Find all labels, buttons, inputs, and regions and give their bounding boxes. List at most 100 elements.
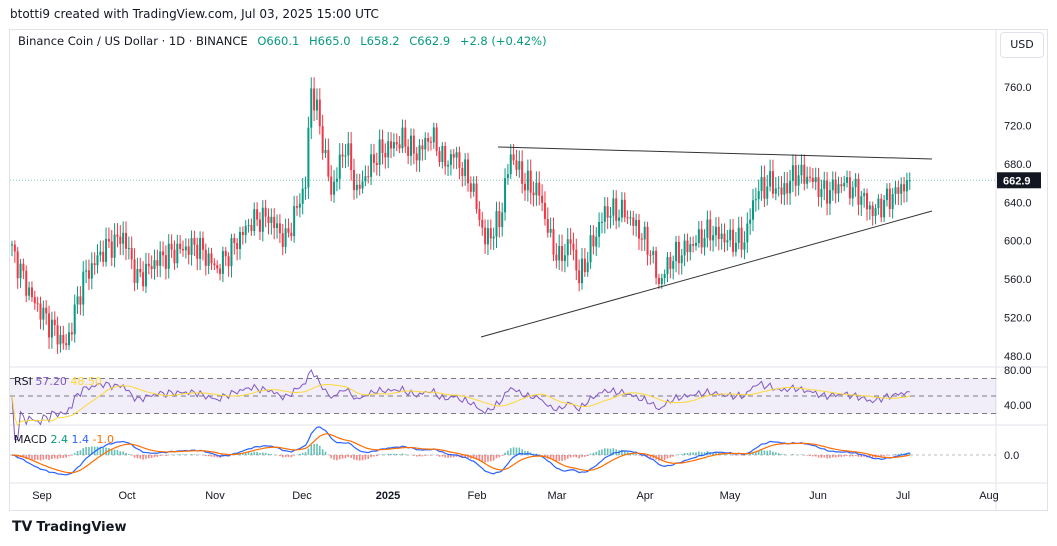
candle-body (324, 150, 327, 154)
candle-body (307, 127, 310, 188)
candle-body (481, 219, 484, 228)
tradingview-logo[interactable]: 𝗧𝗩 TradingView (12, 519, 126, 535)
candle-body (854, 178, 857, 188)
candle-body (39, 303, 42, 320)
macd-hist-bar (133, 455, 136, 458)
macd-hist-bar (507, 450, 509, 455)
macd-hist-bar (743, 455, 746, 456)
currency-button[interactable]: USD (1000, 32, 1044, 58)
macd-hist-bar (53, 455, 56, 459)
macd-hist-bar (88, 446, 90, 455)
macd-hist-bar (575, 455, 578, 458)
candle-body (754, 199, 757, 201)
macd-hist-bar (894, 454, 897, 455)
candle-body (113, 234, 116, 258)
macd-hist-bar (558, 455, 560, 461)
candle-body (623, 199, 626, 218)
candle-body (301, 188, 304, 204)
candle-body (65, 343, 68, 346)
time-tick: Apr (636, 490, 653, 502)
rsi-label: RSI (14, 375, 32, 388)
candle-body (840, 184, 843, 187)
rsi-ma-line (11, 383, 910, 427)
candle-body (905, 180, 908, 192)
candle-body (401, 127, 404, 149)
macd-hist-bar (353, 455, 355, 460)
candle-body (384, 152, 387, 158)
macd-hist-bar (307, 448, 310, 455)
macd-hist-bar (281, 455, 284, 458)
macd-hist-bar (444, 455, 446, 458)
macd-hist-bar (450, 455, 452, 458)
candle-body (800, 164, 803, 176)
candle-body (210, 253, 213, 264)
candle-body (512, 154, 515, 161)
candle-body (786, 183, 789, 194)
macd-hist-bar (604, 448, 606, 455)
macd-hist-bar (213, 455, 216, 458)
macd-hist-bar (800, 454, 803, 455)
candle-body (130, 247, 133, 260)
candle-body (509, 154, 512, 175)
candle-body (677, 241, 680, 264)
macd-hist-bar (740, 455, 743, 456)
candle-body (794, 165, 797, 186)
macd-hist-bar (626, 452, 629, 455)
macd-signal-value: 1.4 (71, 433, 89, 446)
candle-body (535, 182, 538, 196)
macd-hist-bar (293, 455, 295, 456)
macd-hist-bar (578, 455, 580, 459)
price-tick: 600.0 (1004, 236, 1032, 248)
candle-body (247, 225, 250, 227)
macd-hist-bar (464, 455, 466, 458)
candle-body (717, 226, 720, 240)
macd-hist-bar (110, 449, 113, 455)
macd-legend: MACD 2.4 1.4 -1.0 (14, 433, 114, 446)
candle-body (344, 155, 347, 157)
candle-body (863, 193, 866, 197)
macd-hist-bar (73, 453, 76, 455)
macd-hist-bar (661, 455, 663, 461)
candle-body (649, 254, 652, 256)
macd-hist-bar (698, 451, 700, 455)
macd-hist-bar (76, 451, 79, 455)
macd-hist-bar (820, 455, 823, 458)
macd-hist-bar (193, 454, 196, 455)
candle-body (638, 219, 640, 239)
macd-hist-bar (270, 453, 273, 455)
macd-hist-bar (344, 455, 347, 459)
candle-body (766, 186, 769, 199)
candle-body (900, 184, 903, 194)
macd-hist-bar (156, 455, 159, 457)
candle-body (877, 198, 880, 209)
candle-body (179, 243, 182, 249)
macd-hist-bar (814, 455, 817, 457)
candle-body (640, 238, 643, 240)
candle-body (133, 259, 136, 283)
candle-body (452, 154, 455, 158)
candle-body (13, 244, 16, 252)
candle-body (486, 228, 489, 245)
macd-hist-bar (102, 447, 104, 455)
time-tick: Oct (118, 490, 135, 502)
macd-hist-bar (598, 450, 600, 455)
candle-body (11, 244, 13, 246)
macd-hist-bar (287, 455, 290, 458)
candle-body (720, 233, 723, 240)
macd-hist-bar (31, 455, 33, 460)
macd-hist-bar (826, 455, 828, 459)
macd-hist-bar (56, 455, 59, 459)
macd-hist-bar (364, 455, 367, 460)
change-value: +2.8 (+0.42%) (459, 34, 547, 48)
candle-body (472, 183, 475, 192)
macd-hist-bar (333, 455, 335, 460)
candle-body (116, 234, 119, 237)
macd-hist-bar (572, 455, 575, 457)
macd-hist-bar (324, 451, 327, 455)
macd-hist-bar (301, 452, 304, 455)
macd-hist-bar (42, 455, 45, 460)
candle-body (287, 228, 290, 233)
macd-hist-bar (834, 455, 837, 458)
candle-body (575, 249, 578, 271)
